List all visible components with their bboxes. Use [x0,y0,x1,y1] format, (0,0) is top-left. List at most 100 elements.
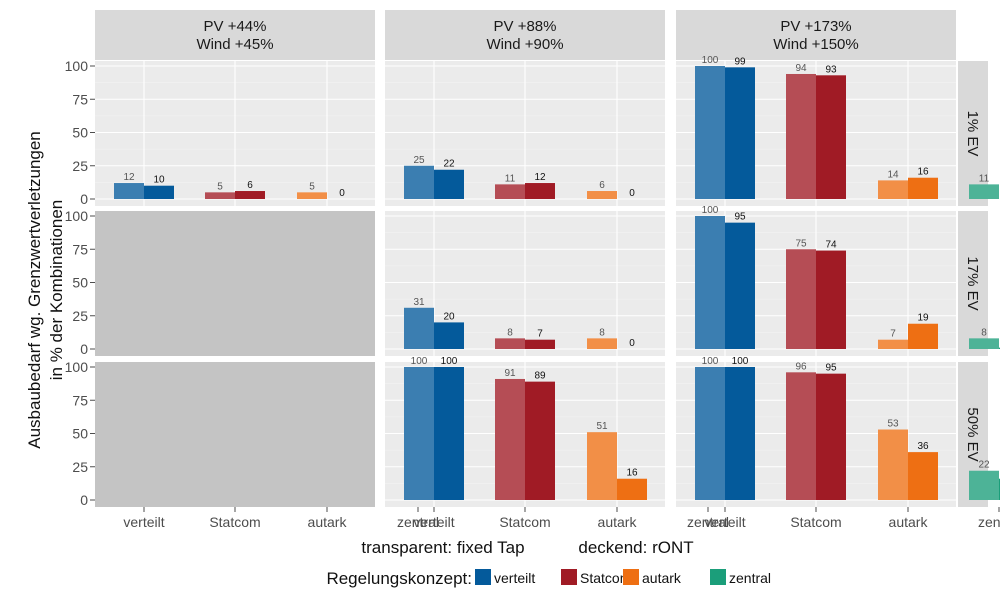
facet-label-ev: 50% EV [964,407,981,461]
data-label-fixed-tap: 75 [795,238,807,249]
data-label-ront: 0 [629,338,635,349]
data-label-fixed-tap: 51 [596,421,608,432]
x-tick-label: Statcom [209,514,260,530]
bar-fixed-tap-zentral [969,338,999,349]
bar-fixed-tap-autark [878,339,908,349]
y-tick-label: 0 [80,341,88,357]
bar-ront-Statcom [816,75,846,199]
bar-fixed-tap-Statcom [205,192,235,199]
data-label-fixed-tap: 6 [599,180,605,191]
data-label-fixed-tap: 8 [507,327,513,338]
x-axis-title-ront: deckend: rONT [578,538,693,557]
bar-ront-verteilt [725,67,755,199]
data-label-fixed-tap: 7 [890,329,896,340]
facet-label-ev: 1% EV [964,111,981,157]
data-label-fixed-tap: 100 [702,356,719,367]
bar-fixed-tap-verteilt [404,165,434,199]
data-label-ront: 0 [629,188,635,199]
x-tick-label: zentral [397,514,439,530]
data-label-ront: 95 [825,363,837,374]
facet-label-wind: Wind +45% [196,36,273,53]
bar-ront-autark [908,323,938,349]
data-label-ront: 74 [825,240,837,251]
bar-ront-Statcom [525,381,555,500]
facet-label-pv: PV +173% [780,18,851,35]
data-label-ront: 10 [153,175,165,186]
data-label-fixed-tap: 14 [887,169,899,180]
data-label-fixed-tap: 53 [887,419,899,430]
y-tick-label: 100 [65,359,89,375]
data-label-fixed-tap: 5 [217,181,223,192]
bar-fixed-tap-zentral [969,470,999,500]
y-tick-label: 50 [72,275,88,291]
data-label-ront: 0 [339,188,345,199]
data-label-fixed-tap: 25 [413,155,425,166]
bar-fixed-tap-Statcom [786,73,816,199]
bar-fixed-tap-Statcom [495,338,525,349]
panel-background [95,362,375,507]
data-label-ront: 12 [534,172,546,183]
data-label-fixed-tap: 100 [702,205,719,216]
bar-ront-verteilt [434,367,464,500]
data-label-fixed-tap: 8 [599,327,605,338]
bar-fixed-tap-autark [297,192,327,199]
x-tick-label: Statcom [499,514,550,530]
x-tick-label: verteilt [413,514,454,530]
panel-0-2: 1009414119993160 [676,55,1000,206]
data-label-ront: 22 [443,159,455,170]
data-label-fixed-tap: 94 [795,63,807,74]
bar-fixed-tap-autark [587,191,617,199]
bar-ront-verteilt [144,185,174,199]
facet-strip-col [385,10,665,60]
x-tick-label: autark [889,514,929,530]
data-label-ront: 99 [734,56,746,67]
facet-strip-col [676,10,956,60]
data-label-ront: 95 [734,212,746,223]
bar-fixed-tap-verteilt [695,216,725,349]
y-axis-title-line2: in % der Kombinationen [47,200,66,381]
bar-ront-Statcom [235,191,265,199]
bar-ront-Statcom [525,183,555,199]
y-tick-label: 0 [80,492,88,508]
legend-swatch-autark [623,569,639,585]
panel-background [95,211,375,356]
bar-ront-Statcom [816,373,846,500]
bar-fixed-tap-autark [878,429,908,500]
y-axis-title-line1: Ausbaubedarf wg. Grenzwertverletzungen [25,131,44,449]
panel-1-1: 3188020700 [385,211,726,356]
data-label-ront: 93 [825,64,837,75]
legend-title: Regelungskonzept: [326,569,472,588]
x-tick-label: zentral [687,514,729,530]
facet-strip-row [958,61,988,206]
y-tick-label: 100 [65,208,89,224]
bar-fixed-tap-Statcom [495,184,525,199]
data-label-ront: 16 [917,167,929,178]
data-label-ront: 36 [917,441,929,452]
bar-fixed-tap-Statcom [786,249,816,349]
bar-ront-autark [908,177,938,199]
legend-swatch-verteilt [475,569,491,585]
panel-1-0 [95,211,375,356]
facet-label-pv: PV +88% [494,18,557,35]
data-label-fixed-tap: 11 [979,173,990,184]
bar-ront-Statcom [816,250,846,349]
y-tick-label: 0 [80,191,88,207]
bar-fixed-tap-verteilt [695,367,725,500]
facet-label-wind: Wind +90% [486,36,563,53]
x-tick-label: autark [598,514,638,530]
data-label-ront: 19 [917,313,929,324]
bar-ront-verteilt [725,222,755,349]
y-tick-label: 100 [65,58,89,74]
bar-fixed-tap-verteilt [404,307,434,349]
data-label-fixed-tap: 5 [309,181,315,192]
bar-fixed-tap-verteilt [404,367,434,500]
bar-ront-autark [617,478,647,500]
x-tick-label: verteilt [123,514,164,530]
data-label-fixed-tap: 8 [981,327,987,338]
legend-swatch-zentral [710,569,726,585]
x-tick-label: verteilt [704,514,745,530]
bar-ront-autark [908,452,938,500]
data-label-ront: 16 [626,468,638,479]
data-label-fixed-tap: 100 [702,55,719,66]
